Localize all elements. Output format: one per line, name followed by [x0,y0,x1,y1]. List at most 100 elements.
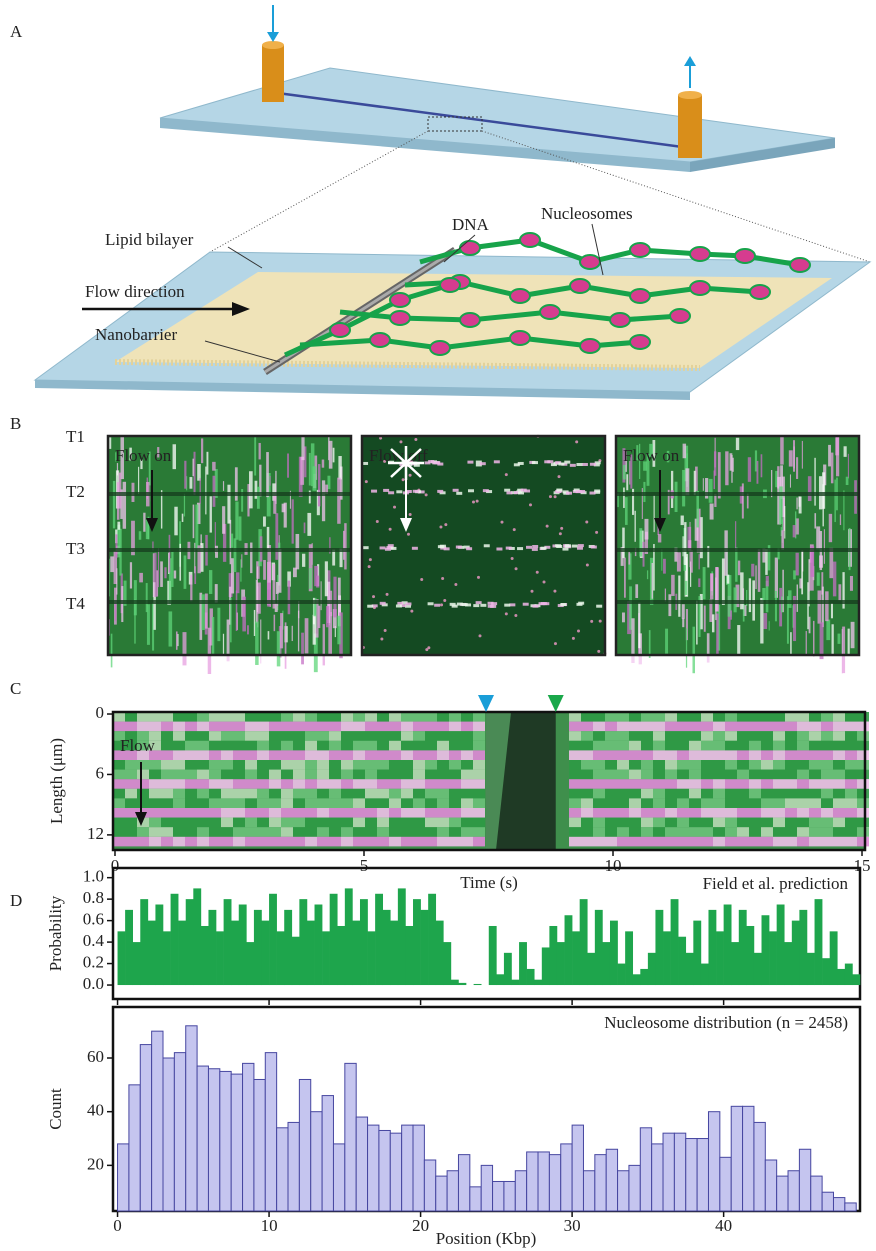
kymo-pixel [389,827,401,837]
kymo-pixel [365,827,377,837]
streak [682,469,686,507]
streak [236,612,238,630]
kymo-pixel [797,721,809,732]
kymo-pixel [833,836,845,847]
histogram-bar [207,1068,221,1212]
dot [414,437,418,441]
bright-line [517,547,524,551]
kymo-pixel [329,779,341,789]
kymo-pixel [137,788,149,799]
kymo-pixel [209,760,221,770]
probability-bar [511,979,520,986]
kymo-pixel [569,712,581,722]
kymo-pixel [653,808,665,818]
kymo-pixel [761,817,773,828]
streak [278,535,280,548]
dot [380,637,384,641]
kymo-pixel [809,788,821,799]
dot [379,436,383,440]
kymo-pixel [833,798,845,808]
nucleosome [509,330,531,346]
kymo-pixel [641,712,653,722]
streak [816,572,820,586]
probability-bar [776,904,785,986]
kymo-pixel [317,731,329,741]
kymo-pixel [641,721,653,732]
histogram-bar [560,1143,573,1212]
kymo-pixel [821,798,833,808]
kymo-pixel [665,779,677,789]
nucleosome [389,292,411,308]
streak [710,573,713,592]
streak [110,556,115,573]
kymo-pixel [197,808,209,818]
kymo-pixel [185,836,197,847]
kymo-pixel [761,798,773,808]
kymo-pixel [713,827,725,837]
kymo-pixel [449,827,461,837]
bright-line [571,544,578,548]
kymo-pixel [713,817,725,828]
bright-line [594,490,601,494]
y-axis-label: Length (μm) [47,738,66,824]
streak [214,522,216,553]
streak [168,534,171,573]
kymo-pixel [605,740,617,751]
kymo-pixel [749,750,761,760]
bright-line [465,603,472,607]
bright-line [475,460,482,464]
streak [274,603,278,613]
kymo-pixel [809,779,821,789]
kymo-pixel [761,740,773,751]
streak [301,632,304,665]
streak [780,596,783,613]
probability-bar [617,963,626,986]
kymo-pixel [185,712,197,722]
dot [471,500,475,504]
kymo-pixel [593,798,605,808]
kymo-pixel [785,721,797,732]
streak [737,560,741,576]
probability-bar [238,904,247,986]
kymo-pixel [725,721,737,732]
bright-line [418,490,425,494]
probability-bar [367,931,376,986]
probability-bar [572,931,580,986]
kymo-pixel [365,798,377,808]
kymo-pixel [305,731,317,741]
kymo-pixel [617,817,629,828]
kymo-pixel [221,712,233,722]
kymo-pixel [197,721,209,732]
kymo-pixel [605,817,617,828]
kymo-pixel [785,798,797,808]
streak [212,461,216,471]
streak [715,577,717,621]
kymo-pixel [173,827,185,837]
kymo-pixel [785,769,797,780]
streak [143,512,146,532]
streak [687,526,692,551]
bright-line [434,461,441,465]
streak [676,552,681,572]
streak [665,628,669,654]
kymo-pixel [653,731,665,741]
bright-line [482,489,489,493]
kymo-pixel [461,788,473,799]
flow-arrow [400,518,412,532]
streak [689,561,692,587]
kymo-pixel [725,836,737,847]
streak [625,451,627,472]
kymo-pixel [821,788,833,799]
dot [454,582,458,586]
kymo-pixel [185,760,197,770]
kymo-pixel [785,836,797,847]
bright-line [491,602,498,606]
streak [197,464,201,481]
streak [209,608,213,646]
streak [737,625,741,670]
kymo-pixel [461,750,473,760]
kymo-pixel [161,712,173,722]
streak [696,600,698,645]
streak [792,525,796,538]
bright-line [526,545,533,549]
